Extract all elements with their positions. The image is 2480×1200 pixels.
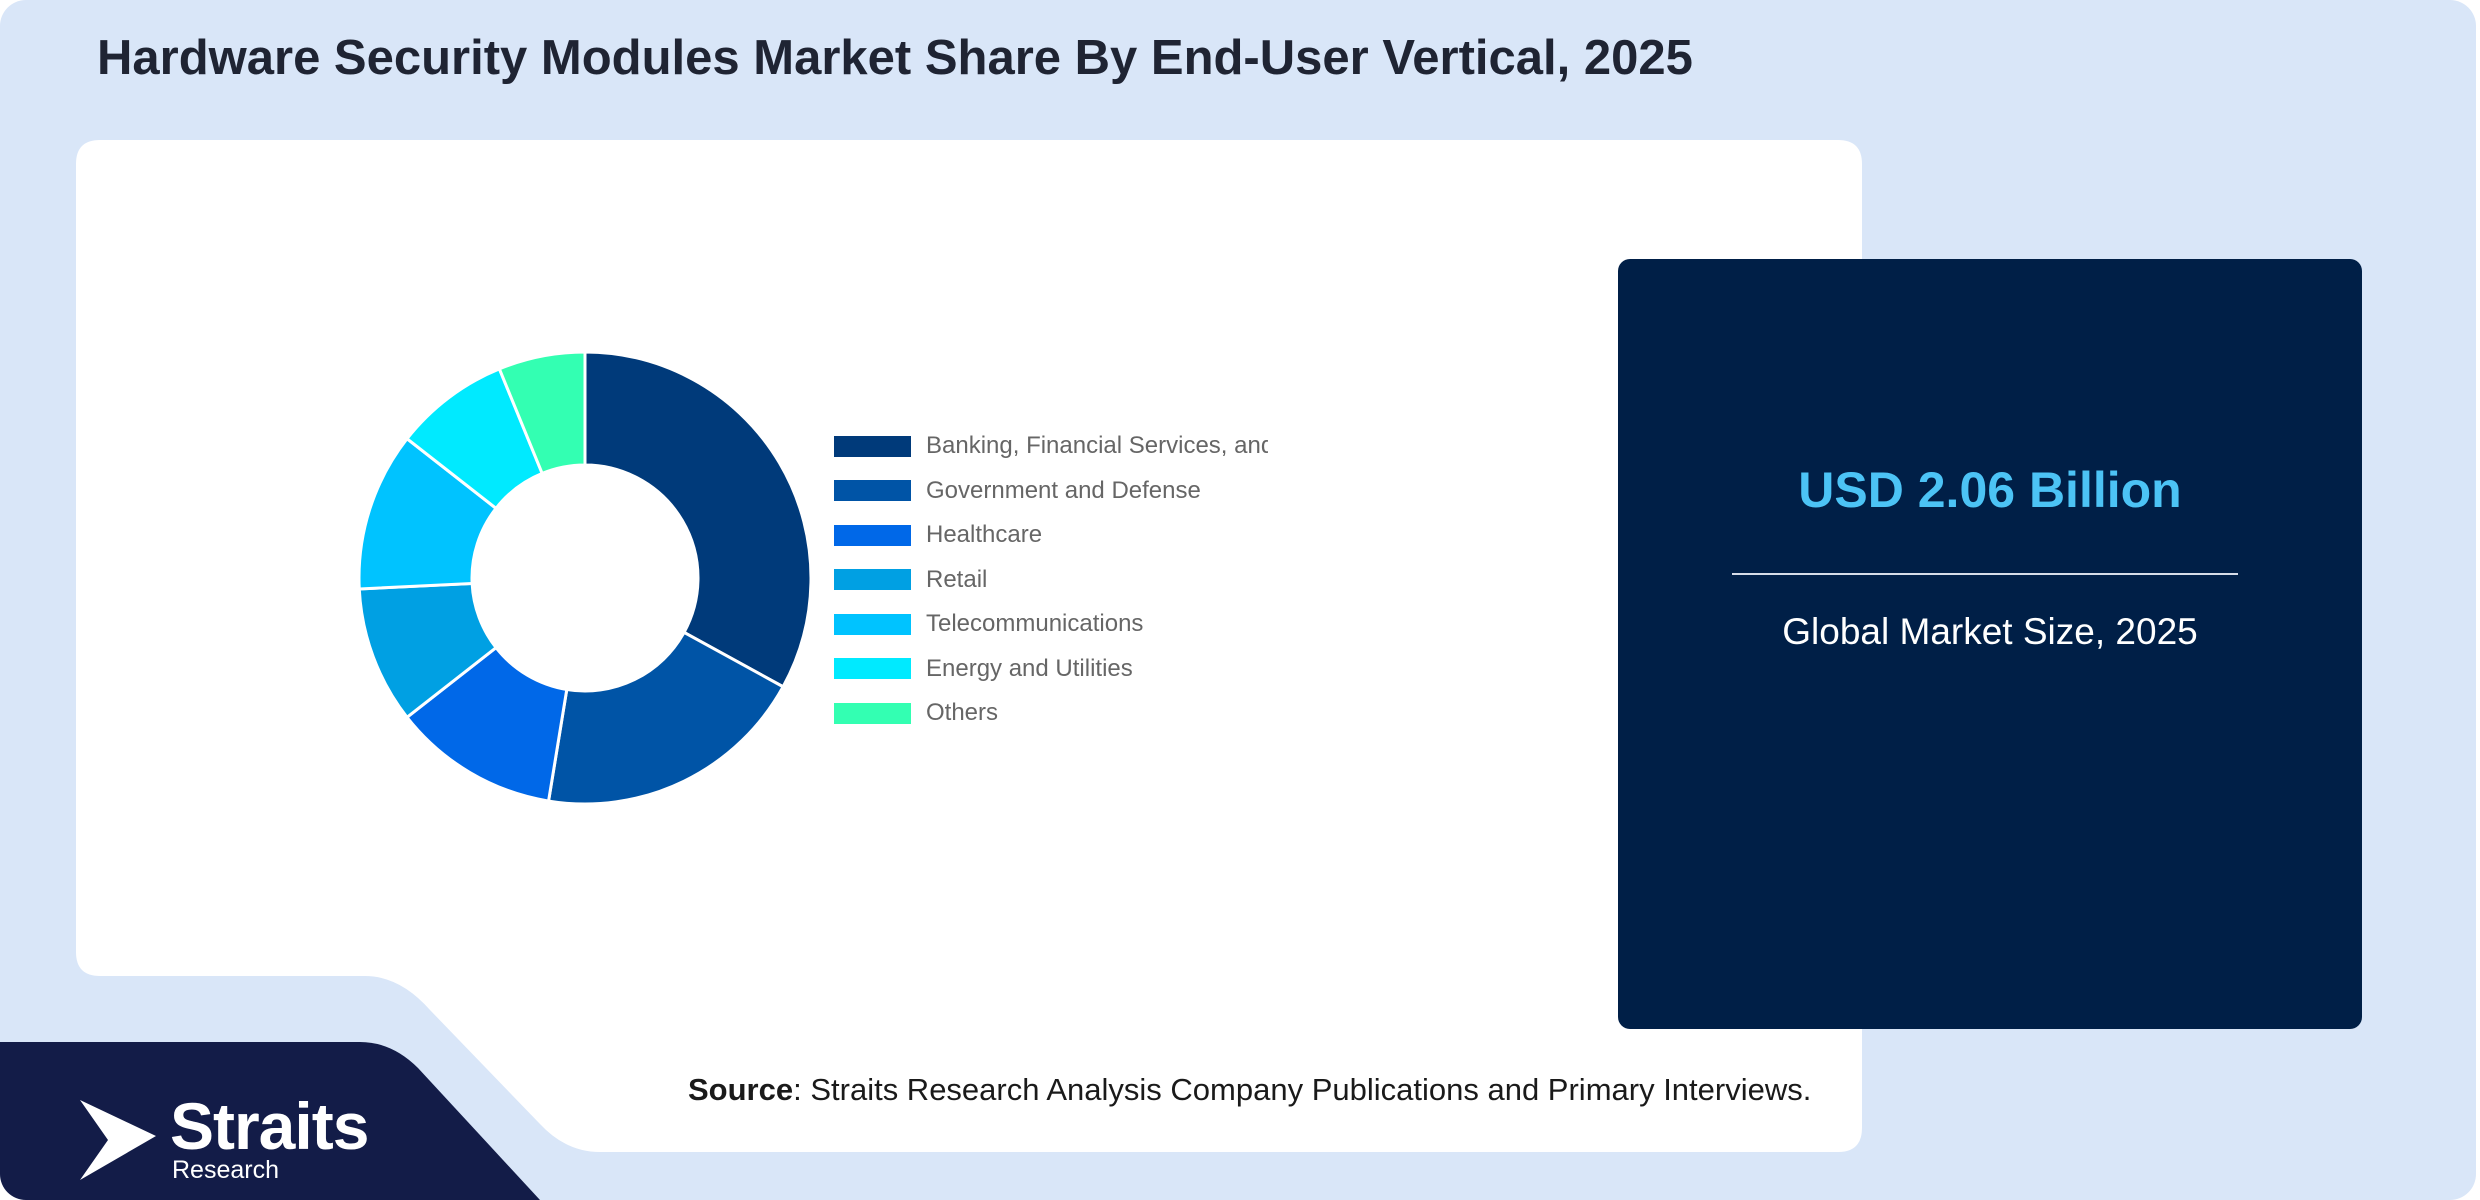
- legend-item-6: Energy and Utilities: [834, 647, 1268, 692]
- straits-arrow-icon: [80, 1100, 156, 1180]
- source-prefix: Source: [688, 1072, 794, 1107]
- legend-item-7: Others: [834, 691, 1268, 736]
- legend-label: Banking, Financial Services, and: [926, 432, 1268, 460]
- legend-item-3: Healthcare: [834, 513, 1268, 558]
- legend-swatch: [834, 702, 911, 724]
- legend-label: Energy and Utilities: [926, 654, 1133, 682]
- market-size-label: Global Market Size, 2025: [1782, 611, 2198, 652]
- legend-item-1: Banking, Financial Services, and: [834, 424, 1268, 469]
- donut-chart: [357, 350, 813, 806]
- legend-swatch: [834, 569, 911, 591]
- donut-slice-1: [583, 350, 813, 689]
- chart-legend: Banking, Financial Services, and Governme…: [834, 424, 1268, 736]
- legend-label: Others: [926, 699, 999, 727]
- page-title: Hardware Security Modules Market Share B…: [97, 31, 1693, 85]
- legend-item-2: Government and Defense: [834, 469, 1268, 514]
- donut-slice-7: [497, 350, 587, 476]
- legend-item-5: Telecommunications: [834, 602, 1268, 647]
- market-size-value: USD 2.06 Billion: [1798, 462, 2182, 518]
- legend-label: Government and Defense: [926, 476, 1201, 504]
- source-text: : Straits Research Analysis Company Publ…: [793, 1072, 1812, 1107]
- market-size-panel: USD 2.06 Billion Global Market Size, 202…: [1618, 259, 2362, 1029]
- legend-swatch: [834, 435, 911, 457]
- stat-divider: [1732, 573, 2238, 575]
- legend-label: Healthcare: [926, 521, 1043, 549]
- legend-swatch: [834, 658, 911, 680]
- legend-swatch: [834, 524, 911, 546]
- legend-label: Telecommunications: [926, 610, 1144, 638]
- legend-swatch: [834, 613, 911, 635]
- brand-sub: Research: [172, 1156, 279, 1184]
- legend-item-4: Retail: [834, 558, 1268, 603]
- donut-slice-2: [546, 630, 786, 806]
- logo-band: [0, 1042, 540, 1200]
- source-note: Source: Straits Research Analysis Compan…: [688, 1072, 1811, 1108]
- legend-swatch: [834, 480, 911, 502]
- brand-name: Straits: [170, 1089, 369, 1163]
- legend-label: Retail: [926, 565, 988, 593]
